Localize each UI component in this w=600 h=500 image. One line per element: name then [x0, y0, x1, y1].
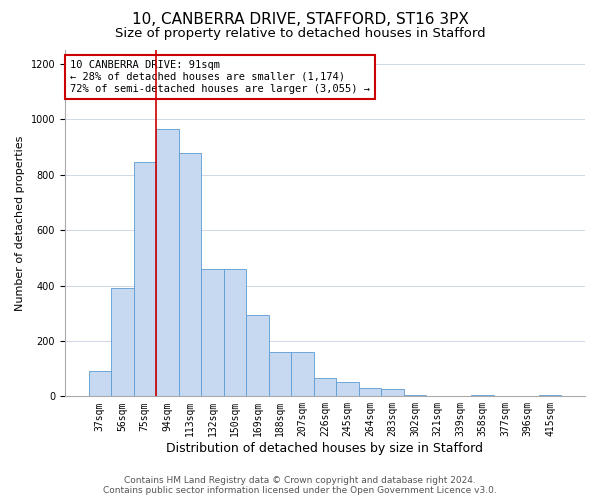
Bar	[269, 352, 291, 397]
Bar	[336, 382, 359, 396]
Bar	[156, 129, 179, 396]
Text: 10, CANBERRA DRIVE, STAFFORD, ST16 3PX: 10, CANBERRA DRIVE, STAFFORD, ST16 3PX	[131, 12, 469, 28]
Bar	[111, 288, 134, 397]
Y-axis label: Number of detached properties: Number of detached properties	[15, 136, 25, 311]
Bar	[201, 269, 224, 396]
Bar	[224, 269, 246, 396]
Bar	[471, 395, 494, 396]
Text: Size of property relative to detached houses in Stafford: Size of property relative to detached ho…	[115, 28, 485, 40]
Bar	[539, 395, 562, 396]
Bar	[89, 372, 111, 396]
Bar	[134, 162, 156, 396]
Text: Contains HM Land Registry data © Crown copyright and database right 2024.
Contai: Contains HM Land Registry data © Crown c…	[103, 476, 497, 495]
Bar	[314, 378, 336, 396]
Bar	[179, 152, 201, 396]
Bar	[381, 390, 404, 396]
Bar	[291, 352, 314, 397]
Text: 10 CANBERRA DRIVE: 91sqm
← 28% of detached houses are smaller (1,174)
72% of sem: 10 CANBERRA DRIVE: 91sqm ← 28% of detach…	[70, 60, 370, 94]
Bar	[359, 388, 381, 396]
Bar	[404, 395, 426, 396]
Bar	[246, 314, 269, 396]
X-axis label: Distribution of detached houses by size in Stafford: Distribution of detached houses by size …	[166, 442, 484, 455]
